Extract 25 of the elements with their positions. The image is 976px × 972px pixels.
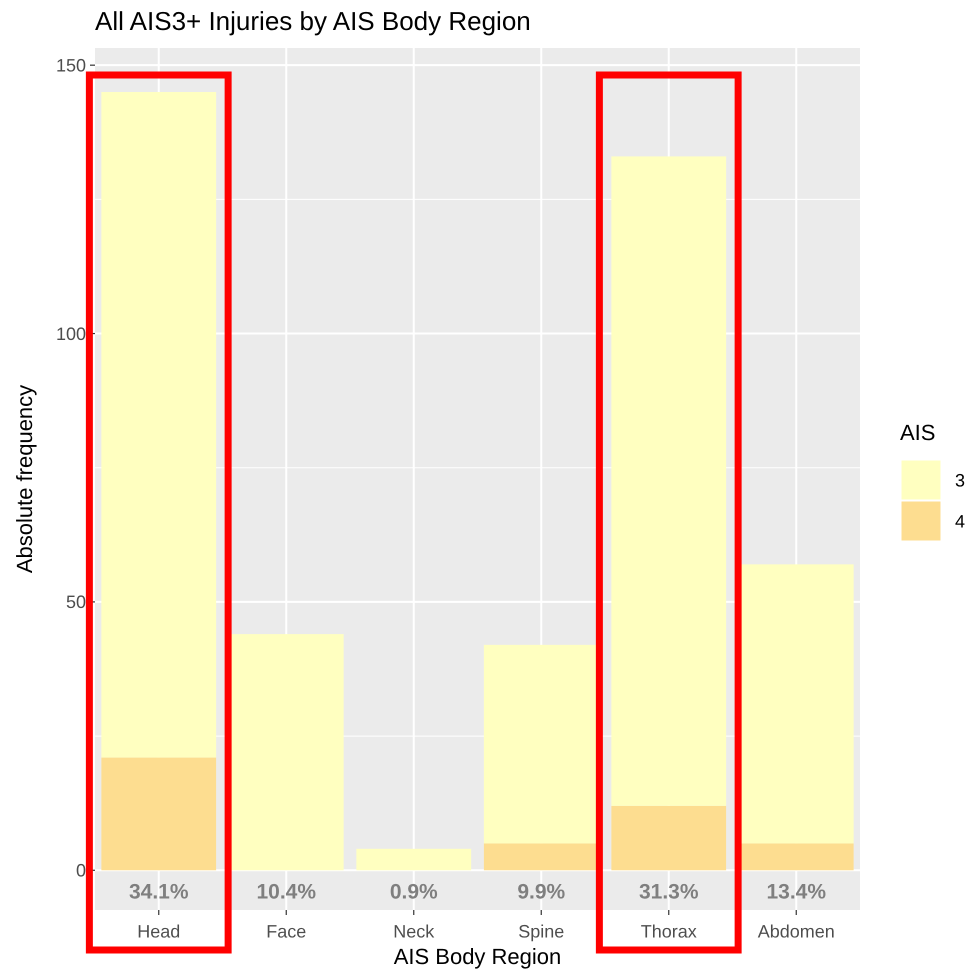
x-tick-label: Neck — [393, 921, 436, 942]
y-tick-label: 50 — [66, 592, 86, 612]
legend-label: 4 — [955, 511, 966, 532]
bar — [101, 758, 216, 870]
x-tick-label: Thorax — [640, 921, 697, 942]
annotation: 9.9% — [517, 880, 566, 904]
y-tick-label: 150 — [56, 55, 86, 76]
annotation: 34.1% — [128, 880, 189, 904]
x-tick-label: Spine — [518, 921, 564, 942]
legend-title: AIS — [900, 420, 936, 445]
bar — [611, 806, 726, 870]
annotation: 10.4% — [256, 880, 316, 904]
y-tick-label: 100 — [56, 324, 86, 344]
chart-title: All AIS3+ Injuries by AIS Body Region — [95, 6, 531, 36]
annotation: 13.4% — [766, 880, 826, 904]
x-tick-label: Face — [266, 921, 306, 942]
x-axis-title: AIS Body Region — [394, 944, 562, 969]
y-tick-label: 0 — [76, 860, 86, 881]
y-axis-title: Absolute frequency — [12, 384, 37, 574]
x-tick-label: Head — [137, 921, 180, 942]
x-tick-label: Abdomen — [758, 921, 835, 942]
annotation: 0.9% — [390, 880, 438, 904]
annotation: 31.3% — [638, 880, 699, 904]
bar — [356, 848, 472, 870]
legend-label: 3 — [955, 470, 966, 490]
